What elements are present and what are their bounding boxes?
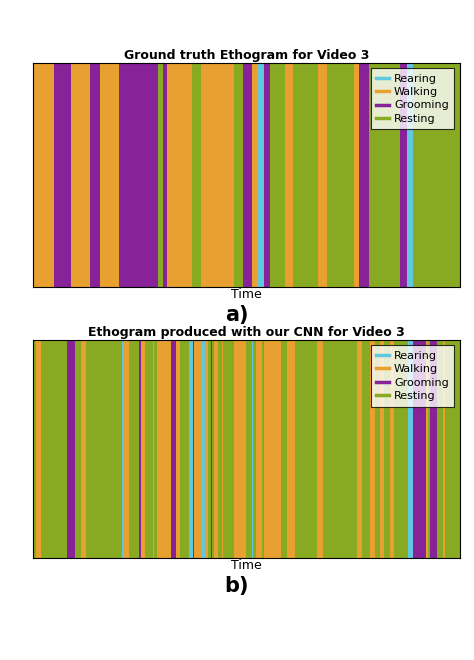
Legend: Rearing, Walking, Grooming, Resting: Rearing, Walking, Grooming, Resting: [371, 68, 454, 129]
Legend: Rearing, Walking, Grooming, Resting: Rearing, Walking, Grooming, Resting: [371, 345, 454, 407]
Text: a): a): [225, 305, 249, 325]
X-axis label: Time: Time: [231, 559, 262, 572]
X-axis label: Time: Time: [231, 288, 262, 302]
Text: b): b): [225, 576, 249, 596]
Title: Ground truth Ethogram for Video 3: Ground truth Ethogram for Video 3: [124, 49, 369, 61]
Title: Ethogram produced with our CNN for Video 3: Ethogram produced with our CNN for Video…: [88, 326, 405, 339]
